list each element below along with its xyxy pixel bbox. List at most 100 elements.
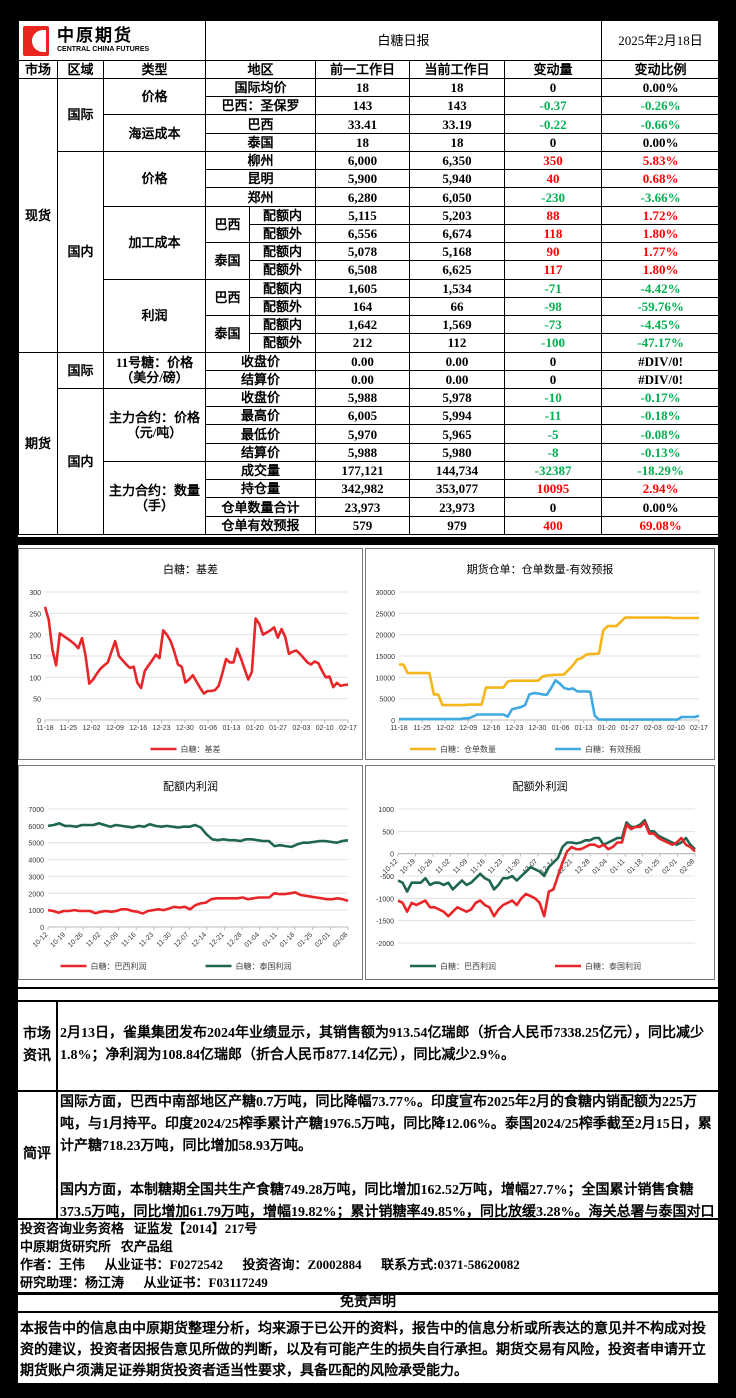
x-tick-label: 11-25 bbox=[60, 725, 77, 732]
y-tick-label: -2000 bbox=[376, 941, 394, 948]
table-row: 泰国 18 18 0 0.00% bbox=[19, 132, 721, 152]
curr-value: 18 bbox=[409, 132, 506, 152]
news-label: 市场资讯 bbox=[18, 1002, 58, 1090]
y-tick-label: 150 bbox=[29, 654, 41, 661]
region-cell: 持仓量 bbox=[205, 479, 317, 499]
disclaimer-section: 本报告中的信息由中原期货整理分析，均来源于已公开的资料，报告中的信息分析或所表达… bbox=[18, 1311, 718, 1383]
x-tick-label: 01-11 bbox=[262, 931, 279, 948]
x-tick-label: 01-04 bbox=[244, 931, 262, 949]
region-cell: 仓单数量合计 bbox=[205, 497, 317, 517]
logo-en: CENTRAL CHINA FUTURES bbox=[57, 46, 150, 53]
change-pct: -3.66% bbox=[601, 187, 721, 207]
y-tick-label: -1500 bbox=[376, 919, 394, 926]
change-pct: 1.77% bbox=[601, 242, 721, 262]
legend-label: 白糖：巴西利润 bbox=[440, 961, 496, 971]
region-cell: 配额内 bbox=[249, 315, 317, 335]
legend-label: 白糖：泰国利润 bbox=[585, 961, 641, 971]
table-row: 现货 国际 价格 国际均价 18 18 0 0.00% bbox=[18, 77, 721, 353]
prev-value: 18 bbox=[315, 77, 411, 98]
sub-brazil: 巴西 bbox=[205, 278, 251, 317]
x-tick-label: 01-13 bbox=[223, 725, 241, 732]
prev-value: 0.00 bbox=[315, 369, 411, 389]
type-ice-price: 11号糖：价格（美分/磅） bbox=[102, 351, 207, 389]
table-row: 加工成本 巴西 配额内 5,115 5,203 88 1.72% bbox=[19, 205, 721, 280]
y-tick-label: 6000 bbox=[28, 824, 44, 831]
change-value: -71 bbox=[504, 278, 603, 298]
y-tick-label: 1000 bbox=[28, 908, 44, 915]
comment-domestic: 国内方面，本制糖期全国共生产食糖749.28万吨，同比增加162.52万吨，增幅… bbox=[60, 1183, 715, 1218]
market-spot: 现货 bbox=[18, 78, 58, 353]
curr-value: 144,734 bbox=[409, 460, 506, 481]
change-pct: 69.08% bbox=[601, 515, 721, 535]
y-tick-label: 2000 bbox=[28, 891, 44, 898]
prev-value: 164 bbox=[315, 296, 411, 317]
change-pct: 0.00% bbox=[601, 132, 721, 152]
change-value: -0.37 bbox=[504, 96, 603, 116]
change-pct: -47.17% bbox=[601, 333, 721, 353]
x-tick-label: 01-06 bbox=[199, 725, 217, 732]
x-tick-label: 01-06 bbox=[552, 725, 570, 732]
column-header-row: 市场 区域 类型 地区 前一工作日 当前工作日 变动量 变动比例 bbox=[18, 60, 721, 79]
prev-value: 6,556 bbox=[315, 223, 411, 244]
change-value: 0 bbox=[504, 132, 603, 152]
change-pct: -0.66% bbox=[601, 114, 721, 134]
prev-value: 5,988 bbox=[315, 442, 411, 462]
change-pct: 2.94% bbox=[601, 479, 721, 499]
x-tick-label: 12-09 bbox=[106, 725, 124, 732]
y-tick-label: 1000 bbox=[378, 807, 394, 814]
area-domestic: 国内 bbox=[57, 150, 104, 353]
region-cell: 国际均价 bbox=[205, 77, 317, 98]
chart-basis: 白糖：基差 0 50 100 150 200 250 300 11-18 11-25 12-02 12… bbox=[18, 548, 363, 760]
curr-value: 5,994 bbox=[409, 406, 506, 426]
x-tick-label: 01-25 bbox=[297, 931, 315, 949]
x-tick-label: 10-12 bbox=[32, 931, 50, 949]
curr-value: 112 bbox=[409, 333, 506, 353]
change-value: -100 bbox=[504, 333, 603, 353]
y-tick-label: 10000 bbox=[376, 675, 396, 682]
region-cell: 收盘价 bbox=[205, 351, 317, 371]
x-tick-label: 12-28 bbox=[574, 858, 592, 876]
y-tick-label: 250 bbox=[29, 611, 41, 618]
prev-value: 6,000 bbox=[315, 150, 411, 171]
change-value: -230 bbox=[504, 187, 603, 207]
region-cell: 收盘价 bbox=[205, 387, 317, 408]
market-futures: 期货 bbox=[18, 351, 58, 535]
change-pct: -0.08% bbox=[601, 424, 721, 444]
table-row: 配额外 6,556 6,674 118 1.80% bbox=[19, 223, 721, 244]
x-tick-label: 02-08 bbox=[679, 858, 697, 876]
x-tick-label: 11-30 bbox=[156, 931, 173, 948]
change-value: 0 bbox=[504, 497, 603, 517]
table-row: 配额外 6,508 6,625 117 1.80% bbox=[19, 260, 721, 280]
x-tick-label: 11-18 bbox=[390, 725, 407, 732]
curr-value: 0.00 bbox=[409, 369, 506, 389]
region-cell: 泰国 bbox=[205, 132, 317, 152]
type-processing: 加工成本 bbox=[102, 205, 207, 280]
col-change: 变动量 bbox=[504, 60, 603, 79]
col-type: 类型 bbox=[102, 60, 207, 79]
series-line bbox=[43, 606, 349, 695]
y-tick-label: 5000 bbox=[379, 697, 395, 704]
change-pct: -0.13% bbox=[601, 442, 721, 462]
y-tick-label: 0 bbox=[40, 925, 44, 932]
prev-value: 6,508 bbox=[315, 260, 411, 280]
x-tick-label: 01-20 bbox=[246, 725, 264, 732]
x-tick-label: 11-16 bbox=[470, 858, 487, 875]
region-cell: 配额外 bbox=[249, 296, 317, 317]
assistant-line: 研究助理：杨江涛 从业证书：F03117249 bbox=[20, 1275, 268, 1290]
x-tick-label: 11-09 bbox=[103, 931, 120, 948]
curr-value: 23,973 bbox=[409, 497, 506, 517]
table-row: 仓单数量合计 23,973 23,973 0 0.00% bbox=[19, 497, 721, 517]
x-tick-label: 01-27 bbox=[621, 725, 639, 732]
prev-value: 5,115 bbox=[315, 205, 411, 225]
x-tick-label: 02-08 bbox=[332, 931, 350, 949]
comment-body: 国际方面，巴西中南部地区产糖0.7万吨，同比降幅73.77%。印度宣布2025年… bbox=[60, 1092, 716, 1218]
x-tick-label: 01-11 bbox=[609, 858, 626, 875]
x-tick-label: 12-30 bbox=[529, 725, 547, 732]
x-tick-label: 02-01 bbox=[314, 931, 332, 949]
comment-section: 简评 国际方面，巴西中南部地区产糖0.7万吨，同比降幅73.77%。印度宣布20… bbox=[18, 1090, 718, 1218]
sub-thailand: 泰国 bbox=[205, 242, 251, 280]
table-row: 国内 价格 柳州 6,000 6,350 350 5.83% bbox=[19, 150, 721, 353]
x-tick-label: 01-04 bbox=[591, 858, 609, 876]
change-value: -11 bbox=[504, 406, 603, 426]
